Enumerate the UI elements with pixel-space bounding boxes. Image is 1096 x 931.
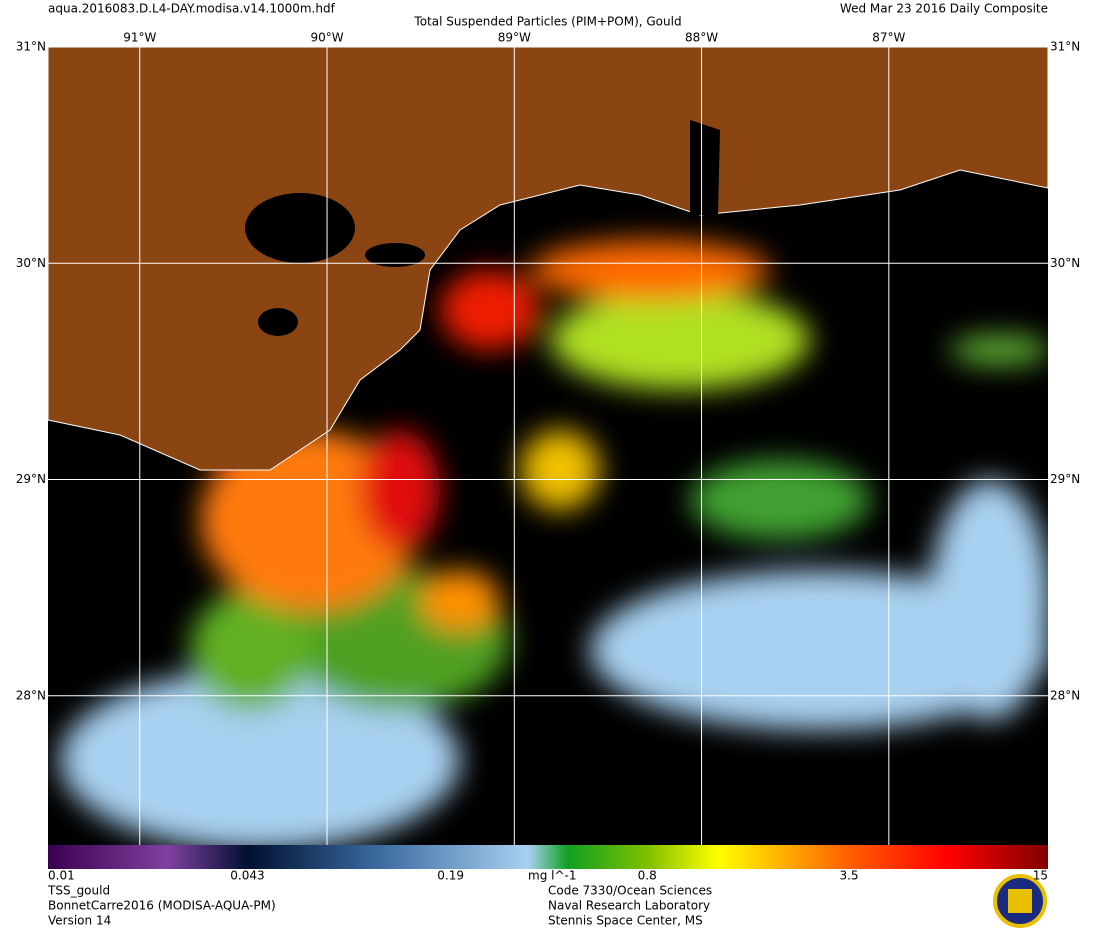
footer-left: TSS_gould [47, 884, 110, 898]
lon-label: 87°W [872, 31, 905, 45]
colorbar-tick-label: 0.01 [48, 869, 75, 883]
footer-center: Naval Research Laboratory [548, 899, 710, 913]
lon-label: 91°W [123, 31, 156, 45]
colorbar-tick-label: 0.19 [437, 869, 464, 883]
colorbar-tick-label: 3.5 [839, 869, 858, 883]
colorbar [48, 845, 1048, 869]
file-name: aqua.2016083.D.L4-DAY.modisa.v14.1000m.h… [48, 2, 336, 16]
colorbar-tick-label: 0.043 [230, 869, 264, 883]
lat-label: 28°N [1050, 688, 1080, 702]
colorbar-tick-label: 0.8 [638, 869, 657, 883]
footer-left: Version 14 [48, 914, 111, 928]
title: Total Suspended Particles (PIM+POM), Gou… [413, 15, 681, 29]
lat-label: 31°N [16, 40, 46, 54]
lat-label: 28°N [16, 688, 46, 702]
footer-center: Stennis Space Center, MS [548, 914, 703, 928]
graticule: 91°W 90°W 89°W 88°W 87°W 31°N 31°N 30°N 30°N 29°N… [16, 31, 1080, 845]
colorbar-unit: mg l^-1 [528, 869, 576, 883]
lat-label: 30°N [16, 256, 46, 270]
colorbar-tick-label: 15 [1033, 869, 1048, 883]
footer-left: BonnetCarre2016 (MODISA-AQUA-PM) [48, 899, 276, 913]
lat-label: 31°N [1050, 40, 1080, 54]
lat-label: 30°N [1050, 256, 1080, 270]
lon-label: 89°W [498, 31, 531, 45]
date: Wed Mar 23 2016 Daily Composite [840, 2, 1048, 16]
footer-center: Code 7330/Ocean Sciences [548, 884, 712, 898]
logo [993, 874, 1047, 928]
lon-label: 90°W [310, 31, 343, 45]
lon-label: 88°W [685, 31, 718, 45]
lat-label: 29°N [1050, 472, 1080, 486]
lat-label: 29°N [16, 472, 46, 486]
map-image [48, 47, 1048, 845]
